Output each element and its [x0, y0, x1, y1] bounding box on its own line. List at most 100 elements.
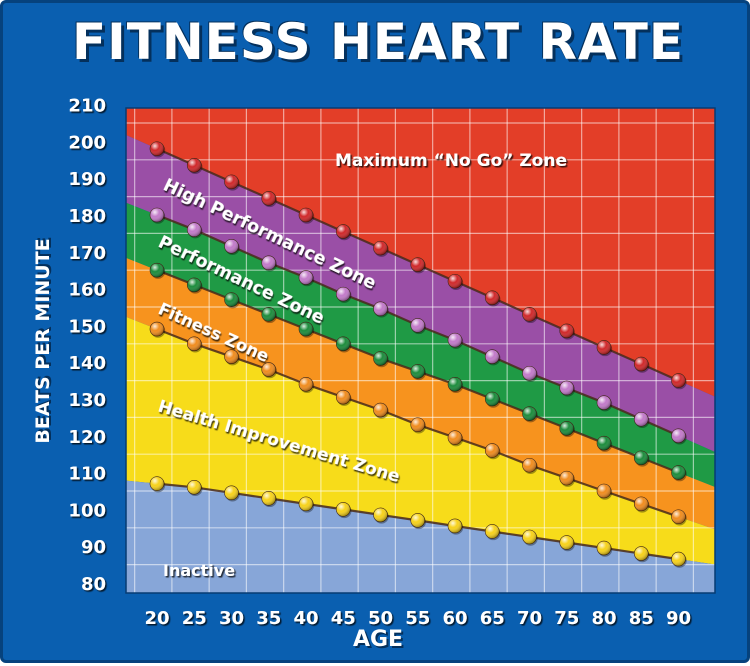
series-3-point: [261, 307, 277, 324]
series-5-point: [410, 513, 426, 530]
x-tick-label: 35: [256, 608, 281, 629]
series-4-point: [298, 376, 315, 393]
y-tick-label: 90: [81, 537, 106, 558]
point-highlight: [187, 277, 202, 292]
series-2-point: [186, 222, 203, 239]
point-highlight: [187, 222, 202, 237]
point-highlight: [261, 307, 276, 322]
series-4-point: [261, 362, 277, 379]
point-highlight: [336, 224, 351, 239]
point-highlight: [261, 362, 276, 377]
x-axis-label: AGE: [352, 627, 404, 652]
point-highlight: [634, 412, 649, 427]
point-highlight: [261, 255, 276, 270]
point-highlight: [671, 552, 686, 567]
point-highlight: [485, 349, 500, 364]
point-highlight: [597, 484, 611, 498]
series-5-point: [596, 540, 613, 557]
series-3-point: [335, 336, 352, 353]
series-5-point: [373, 507, 389, 524]
x-tick-label: 80: [591, 608, 616, 629]
y-tick-label: 170: [68, 243, 106, 264]
ticks-layer: 80 90 100 110 120 130 140 150 160 170 180 190 200 210…: [68, 96, 691, 629]
point-highlight: [597, 340, 611, 355]
series-4-point: [335, 389, 352, 406]
point-highlight: [187, 480, 202, 495]
point-highlight: [187, 158, 202, 173]
series-3-point: [410, 364, 426, 381]
point-highlight: [373, 241, 388, 256]
zone-high-performance-area: [126, 135, 715, 452]
series-1-point: [261, 191, 277, 208]
series-1-point: [559, 323, 575, 340]
point-highlight: [224, 174, 239, 189]
point-highlight: [634, 496, 649, 511]
point-highlight: [187, 336, 202, 351]
series-2-point: [261, 255, 277, 272]
point-highlight: [410, 417, 425, 432]
y-tick-label: 80: [81, 574, 106, 595]
x-tick-label: 30: [219, 608, 244, 629]
point-highlight: [336, 390, 351, 405]
point-highlight: [150, 141, 164, 156]
x-tick-label: 40: [293, 608, 318, 629]
point-highlight: [299, 208, 313, 222]
y-tick-label: 190: [68, 169, 106, 190]
series-5-point: [559, 535, 575, 552]
point-highlight: [597, 541, 611, 556]
y-tick-label: 200: [68, 132, 106, 153]
series-2-point: [671, 428, 687, 445]
point-highlight: [299, 270, 313, 285]
series-2-point: [410, 318, 426, 335]
series-1-point: [484, 290, 501, 307]
point-highlight: [448, 333, 462, 348]
x-tick-label: 60: [442, 608, 467, 629]
point-highlight: [150, 476, 164, 491]
x-tick-label: 55: [405, 608, 430, 629]
zone-health-improvement-area: [126, 316, 715, 565]
series-5-point: [484, 524, 501, 541]
y-tick-label: 180: [68, 206, 106, 227]
point-highlight: [410, 513, 425, 528]
point-highlight: [299, 496, 313, 511]
point-highlight: [559, 471, 574, 486]
x-tick-label: 75: [554, 608, 579, 629]
point-highlight: [410, 318, 425, 333]
point-highlight: [559, 380, 574, 395]
series-1-point: [224, 174, 240, 191]
point-highlight: [448, 377, 462, 392]
point-highlight: [150, 208, 164, 222]
series-1-point: [596, 340, 613, 357]
point-highlight: [224, 485, 239, 500]
point-highlight: [299, 377, 313, 392]
point-highlight: [373, 301, 388, 316]
series-3-point: [373, 351, 389, 368]
point-highlight: [299, 322, 313, 337]
series-2-point: [484, 349, 501, 366]
x-tick-label: 50: [368, 608, 393, 629]
series-5-point: [298, 496, 315, 513]
y-tick-label: 150: [68, 316, 106, 337]
series-4-point: [149, 321, 166, 338]
series-3-point: [149, 262, 166, 279]
point-highlight: [373, 403, 388, 418]
x-tick-label: 90: [666, 608, 691, 629]
series-5-point: [149, 476, 166, 493]
series-3-point: [633, 450, 650, 467]
series-1-point: [447, 273, 464, 290]
series-3-point: [671, 465, 687, 482]
series-1-point: [410, 257, 426, 274]
y-tick-label: 110: [68, 464, 106, 485]
x-tick-label: 45: [331, 608, 356, 629]
point-highlight: [485, 524, 500, 539]
series-4-point: [186, 336, 203, 353]
point-highlight: [336, 287, 351, 302]
point-highlight: [224, 239, 239, 254]
point-highlight: [522, 458, 537, 473]
series-2-point: [373, 301, 389, 318]
x-tick-label: 20: [144, 608, 169, 629]
series-4-point: [373, 402, 389, 419]
series-2-point: [596, 395, 613, 412]
